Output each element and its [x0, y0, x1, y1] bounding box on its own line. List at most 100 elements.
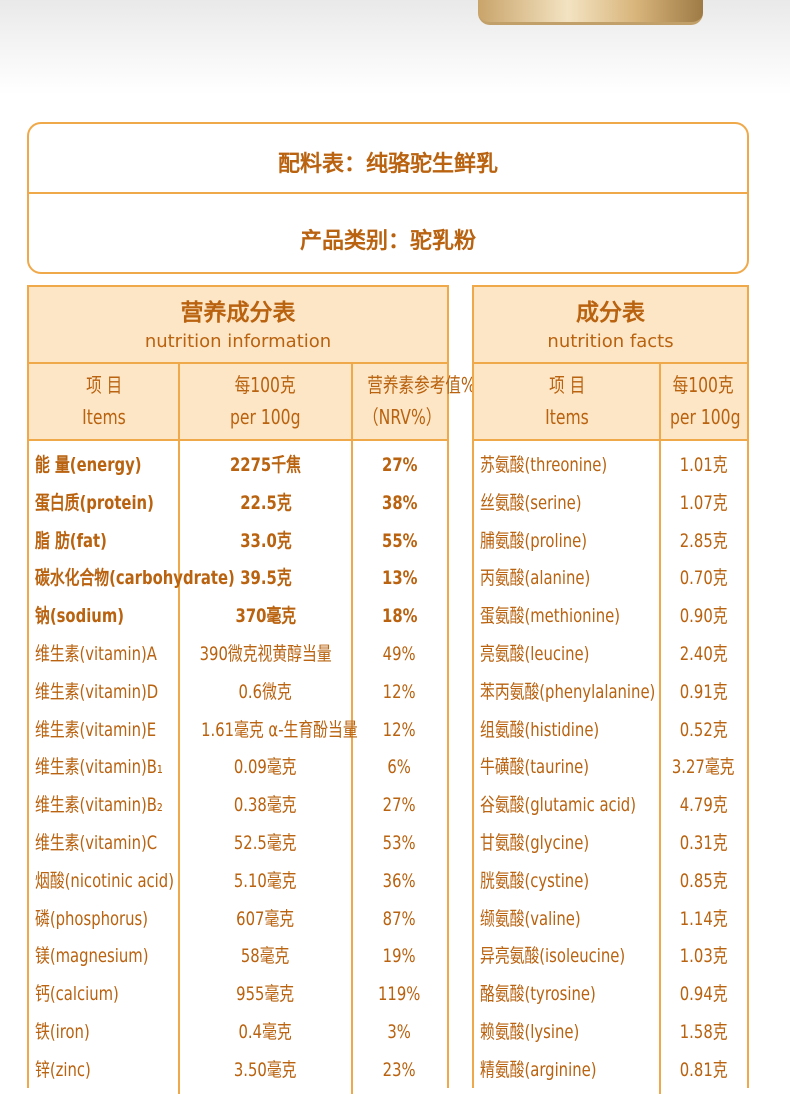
- table-cell-text: 维生素(vitamin)E: [35, 718, 157, 741]
- table-cell: 酪氨酸(tyrosine): [480, 982, 660, 1006]
- table-cell: 0.94克: [660, 982, 747, 1006]
- table-cell: 维生素(vitamin)E: [35, 718, 179, 742]
- table-cell: 维生素(vitamin)A: [35, 642, 179, 666]
- column-header-bar: [29, 364, 447, 441]
- table-cell: 87%: [352, 907, 447, 931]
- table-cell-text: 铁(iron): [35, 1021, 90, 1043]
- table-cell: 3.50毫克: [179, 1058, 352, 1082]
- table-cell-text: 谷氨酸(glutamic acid): [480, 794, 637, 817]
- table-cell-text: 维生素(vitamin)A: [35, 643, 157, 665]
- table-cell: 亮氨酸(leucine): [480, 642, 660, 666]
- table-cell-text: 苏氨酸(threonine): [480, 454, 608, 476]
- table-cell: 赖氨酸(lysine): [480, 1020, 660, 1044]
- table-cell: 0.85克: [660, 869, 747, 893]
- table-cell: 维生素(vitamin)C: [35, 831, 179, 855]
- table-title-text: 成分表: [576, 300, 645, 326]
- table-cell-text: 2275千焦: [230, 454, 301, 476]
- table-cell-text: 甘氨酸(glycine): [480, 832, 590, 854]
- table-cell: 607毫克: [179, 907, 352, 931]
- table-cell: 锌(zinc): [35, 1058, 179, 1082]
- table-cell-text: 87%: [383, 907, 416, 930]
- table-cell: 1.14克: [660, 907, 747, 931]
- table-cell: 390微克视黄醇当量: [179, 642, 352, 666]
- table-cell-text: 脯氨酸(proline): [480, 529, 588, 552]
- table-cell: 2.40克: [660, 642, 747, 666]
- table-cell-text: 1.61毫克 α-生育酚当量: [201, 718, 358, 741]
- table-cell: 0.91克: [660, 680, 747, 704]
- table-cell: 1.58克: [660, 1020, 747, 1044]
- column-header-bar: [474, 364, 747, 441]
- table-cell-text: 赖氨酸(lysine): [480, 1021, 580, 1043]
- table-subtitle: nutrition information: [29, 331, 447, 352]
- table-cell: 3.27毫克: [660, 755, 747, 779]
- product-category: 产品类别：驼乳粉: [299, 229, 476, 254]
- table-cell-text: 蛋氨酸(methionine): [480, 605, 620, 628]
- table-cell: 0.31克: [660, 831, 747, 855]
- column-header: per 100g: [179, 405, 352, 429]
- table-subtitle: nutrition facts: [474, 331, 747, 352]
- table-cell-text: 39.5克: [239, 567, 292, 590]
- table-cell: 缬氨酸(valine): [480, 907, 660, 931]
- table-cell: 27%: [352, 453, 447, 477]
- table-cell-text: 3.27毫克: [672, 756, 735, 779]
- table-cell-text: 12%: [383, 680, 416, 703]
- table-cell: 丙氨酸(alanine): [480, 566, 660, 590]
- table-cell: 1.07克: [660, 491, 747, 515]
- table-cell: 维生素(vitamin)D: [35, 680, 179, 704]
- table-cell: 55%: [352, 529, 447, 553]
- table-cell-text: 亮氨酸(leucine): [480, 643, 590, 665]
- table-cell-text: 38%: [381, 491, 418, 514]
- column-header: 项 目: [29, 373, 179, 397]
- table-cell-text: 607毫克: [236, 907, 295, 930]
- table-cell-text: 13%: [381, 567, 418, 590]
- table-cell: 异亮氨酸(isoleucine): [480, 944, 660, 968]
- table-cell-text: 390微克视黄醇当量: [199, 643, 332, 665]
- column-divider: [178, 364, 180, 1094]
- table-cell-text: 胱氨酸(cystine): [480, 869, 590, 892]
- table-cell-text: 牛磺酸(taurine): [480, 756, 590, 779]
- table-cell: 甘氨酸(glycine): [480, 831, 660, 855]
- info-box: 配料表：纯骆驼生鲜乳 产品类别：驼乳粉: [27, 122, 749, 274]
- column-header-text: per 100g: [669, 405, 741, 429]
- table-title: 营养成分表: [29, 293, 447, 327]
- table-cell-text: 维生素(vitamin)B₁: [35, 756, 163, 779]
- table-cell: 5.10毫克: [179, 869, 352, 893]
- table-cell-text: 18%: [381, 605, 418, 628]
- table-cell-text: 烟酸(nicotinic acid): [35, 869, 174, 892]
- table-cell: 955毫克: [179, 982, 352, 1006]
- table-cell: 2.85克: [660, 529, 747, 553]
- table-cell-text: 能 量(energy): [35, 454, 142, 476]
- table-cell: 碳水化合物(carbohydrate): [35, 566, 235, 590]
- column-header: per 100g: [660, 405, 747, 429]
- table-cell-text: 0.94克: [679, 983, 728, 1006]
- table-cell-text: 0.52克: [679, 718, 728, 741]
- table-cell-text: 2.85克: [679, 529, 728, 552]
- table-cell: 苏氨酸(threonine): [480, 453, 660, 477]
- table-cell: 0.90克: [660, 604, 747, 628]
- table-cell: 53%: [352, 831, 447, 855]
- table-cell-text: 19%: [383, 945, 416, 968]
- table-cell: 胱氨酸(cystine): [480, 869, 660, 893]
- column-header-text: （NRV%）: [363, 405, 442, 429]
- table-cell-text: 锌(zinc): [35, 1058, 91, 1081]
- table-cell: 3%: [352, 1020, 447, 1044]
- table-cell: 23%: [352, 1058, 447, 1082]
- table-cell-text: 1.03克: [679, 945, 728, 968]
- table-cell: 维生素(vitamin)B₁: [35, 755, 179, 779]
- table-cell-text: 23%: [383, 1058, 416, 1081]
- table-cell-text: 0.91克: [679, 680, 728, 703]
- column-header: 每100克: [179, 373, 352, 397]
- divider: [29, 192, 747, 194]
- table-cell: 39.5克: [179, 566, 352, 590]
- column-header-text: per 100g: [230, 405, 301, 429]
- table-cell-text: 钠(sodium): [35, 605, 125, 628]
- table-cell-text: 1.14克: [679, 907, 728, 930]
- table-cell-text: 955毫克: [236, 983, 295, 1006]
- table-cell: 苯丙氨酸(phenylalanine): [480, 680, 660, 704]
- table-cell: 33.0克: [179, 529, 352, 553]
- column-header-text: Items: [82, 405, 126, 429]
- table-cell-text: 55%: [381, 529, 418, 552]
- table-cell: 1.03克: [660, 944, 747, 968]
- table-cell: 精氨酸(arginine): [480, 1058, 660, 1082]
